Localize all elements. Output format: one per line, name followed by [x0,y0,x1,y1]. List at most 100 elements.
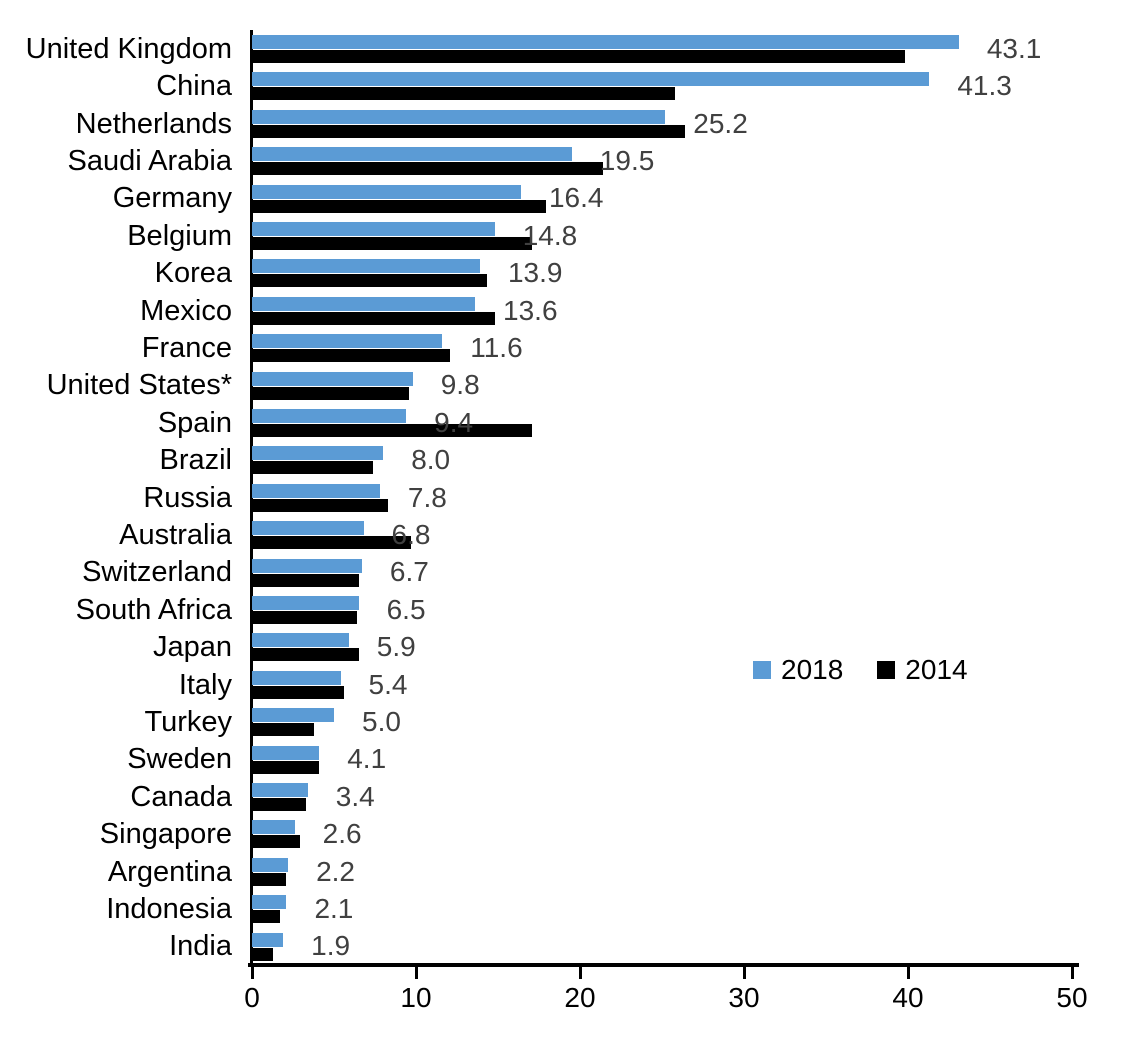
legend-item-2018: 2018 [753,654,843,686]
value-label: 5.9 [376,631,416,663]
category-label: Mexico [140,294,232,327]
bar-2018 [252,35,959,49]
bar-2018 [252,708,334,723]
bar-2018 [252,371,413,386]
bar-2014 [252,723,315,737]
category-label: France [141,331,232,364]
bar-2018 [252,222,495,236]
value-label: 9.8 [440,369,480,401]
value-label: 3.4 [335,780,375,812]
x-tick-mark [415,967,418,979]
bar-2014 [252,536,412,550]
x-tick-label: 0 [244,982,260,1013]
bar-2014 [252,349,451,363]
category-label: Australia [119,518,232,551]
value-label: 4.1 [347,743,387,775]
category-label: China [156,70,232,103]
bar-2014 [252,424,533,437]
bar-2014 [252,685,344,699]
value-label: 6.8 [391,518,431,550]
category-label: Japan [152,631,232,664]
bar-2018 [252,558,362,573]
bar-2018 [252,596,359,610]
bar-2018 [252,109,666,124]
bar-2014 [252,798,307,811]
category-label: Switzerland [82,556,232,589]
value-label: 25.2 [693,107,748,139]
bar-2014 [252,162,603,176]
bar-2018 [252,820,295,835]
bar-2018 [252,296,476,311]
x-tick-mark [1071,967,1074,979]
bar-2014 [252,760,320,774]
value-label: 14.8 [522,219,578,251]
x-tick-mark [743,967,746,979]
bar-2014 [252,947,274,961]
bar-2018 [252,446,384,461]
bar-2018 [252,670,341,685]
bar-2018 [252,147,572,162]
bar-2014 [252,124,685,138]
category-label: Germany [112,182,232,215]
category-label: Italy [178,668,232,701]
x-tick-label: 40 [892,982,924,1013]
bar-2018 [252,184,521,199]
category-label: Brazil [159,444,232,477]
category-label: Netherlands [75,107,232,140]
bar-2018 [252,334,443,349]
bar-2018 [252,895,287,910]
value-label: 2.1 [314,892,354,924]
value-label: 43.1 [986,32,1042,64]
category-label: Turkey [144,705,232,738]
value-label: 6.5 [386,593,426,625]
value-label: 5.0 [362,705,401,737]
value-label: 41.3 [957,70,1012,102]
x-axis-line [248,963,1079,967]
bar-2014 [252,461,374,475]
bar-2014 [252,311,495,325]
bar-2014 [252,274,487,288]
bar-2014 [252,835,300,849]
legend-label-2018: 2018 [781,654,844,685]
bar-2018 [252,259,480,274]
x-tick-label: 20 [564,982,596,1013]
category-label: Belgium [127,219,232,252]
x-tick-mark [579,967,582,979]
x-tick-mark [907,967,910,979]
value-label: 9.4 [434,406,474,438]
category-label: Canada [130,780,232,813]
category-axis-labels: United Kingdom China Netherlands Saudi Arab… [0,30,232,965]
plot-area: 43.1 41.3 25.2 19.5 16.4 14.8 13.9 13.6 11.6 9.8 9… [252,30,1072,965]
bar-2014 [252,50,905,63]
legend-item-2014: 2014 [877,654,968,686]
value-label: 8.0 [411,444,451,476]
bar-2018 [252,483,380,498]
category-label: Korea [154,257,232,290]
category-label: United States* [46,369,232,402]
bar-2014 [252,386,410,400]
category-label: South Africa [75,593,232,626]
value-label: 16.4 [548,182,604,214]
bar-2014 [252,498,389,512]
x-tick-mark [251,967,254,979]
value-label: 11.6 [470,331,523,363]
bar-2014 [252,237,533,250]
value-label: 19.5 [599,144,655,176]
legend: 2018 2014 [753,652,968,688]
x-tick-label: 50 [1056,982,1088,1013]
bar-2014 [252,910,280,924]
bar-2018 [252,857,289,872]
bar-2014 [252,573,359,587]
value-label: 2.2 [316,855,356,887]
y-axis-line [250,30,253,967]
bar-2014 [252,87,676,101]
legend-label-2014: 2014 [905,654,968,685]
bar-2018 [252,633,349,648]
value-label: 6.7 [389,556,429,588]
category-label: United Kingdom [25,32,232,65]
category-label: Singapore [99,818,232,851]
x-tick-label: 30 [728,982,760,1013]
category-label: Argentina [107,855,232,888]
value-label: 13.9 [507,257,563,289]
bar-2018 [252,72,930,87]
